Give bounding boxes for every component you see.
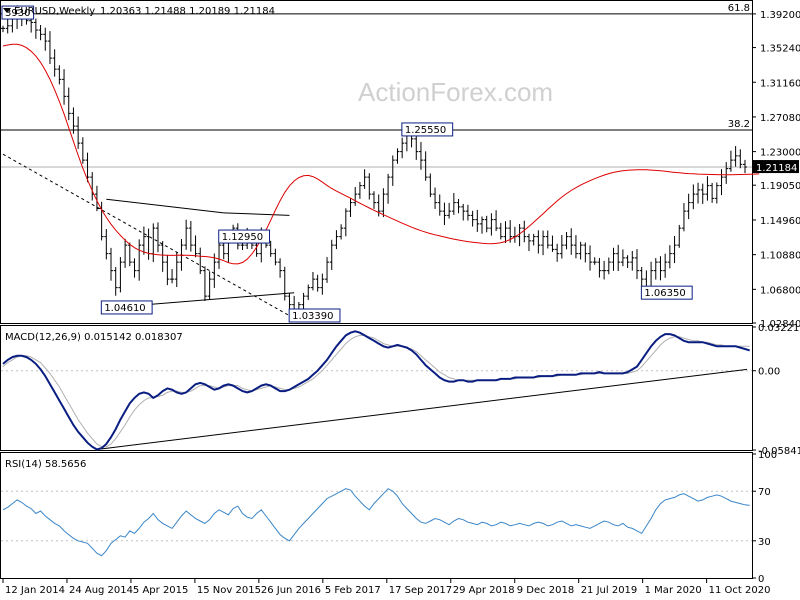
price-tick-label: 1.19050 (760, 181, 800, 192)
chart-header: EURUSD,Weekly 1.20363 1.21488 1.20189 1.… (3, 6, 275, 17)
x-tick-label: 9 Dec 2018 (517, 585, 575, 596)
price-label-box (640, 285, 693, 300)
macd-trendline (96, 368, 748, 450)
x-tick-label: 15 Nov 2015 (197, 585, 261, 596)
price-tick-label: 1.02840 (760, 319, 800, 330)
rsi-tick-label: 70 (758, 487, 771, 498)
price-tick-label: 1.35240 (760, 44, 800, 55)
macd-layer (1, 330, 752, 451)
price-label: 3930 (5, 8, 30, 19)
price-layer: 61.8 38.2 3930 1.04610 1.12950 1.03390 1.25550… (1, 3, 760, 323)
x-tick-label: 21 Jul 2019 (581, 585, 638, 596)
rsi-title: RSI(14) 58.5656 (5, 459, 86, 470)
price-tick-label: 1.14960 (760, 216, 800, 227)
trendline-0 (2, 153, 295, 319)
rsi-tick-label: 0 (758, 574, 764, 585)
x-tick-label: 17 Sep 2017 (389, 585, 452, 596)
price-tick-label: 1.06800 (760, 285, 800, 296)
x-tick-label: 26 Jun 2016 (261, 585, 321, 596)
fib-label-1: 38.2 (728, 119, 750, 130)
x-tick-label: 24 Aug 2014 (69, 585, 133, 596)
symbol-label: EURUSD,Weekly (14, 6, 95, 17)
macd-line (2, 330, 750, 451)
rsi-line (2, 488, 750, 557)
price-label-box (100, 300, 153, 315)
macd-title: MACD(12,26,9) 0.015142 0.018307 (5, 332, 183, 343)
x-tick-label: 12 Jan 2014 (5, 585, 65, 596)
rsi-tick-label: 30 (758, 537, 771, 548)
price-tick-label: 1.23000 (760, 148, 800, 159)
macd-panel (0, 325, 753, 451)
price-tick-label: 1.31160 (760, 78, 800, 89)
macd-tick-label: 0.032215 (758, 323, 800, 334)
dropdown-triangle-icon[interactable] (3, 8, 11, 13)
price-panel (0, 0, 753, 324)
price-label-box (401, 122, 454, 137)
x-tick-label: 11 Oct 2020 (709, 585, 771, 596)
price-tick-label: 1.10880 (760, 251, 800, 262)
price-label: 1.04610 (104, 303, 145, 314)
price-label: 1.12950 (222, 232, 263, 243)
price-label: 1.06350 (644, 288, 685, 299)
x-tick-label: 5 Feb 2017 (325, 585, 381, 596)
x-tick-label: 5 Apr 2015 (133, 585, 188, 596)
price-tick-label: 1.39200 (760, 10, 800, 21)
moving-average-line (2, 43, 760, 265)
x-tick-label: 29 Apr 2018 (453, 585, 515, 596)
price-tick-label: 1.27080 (760, 113, 800, 124)
current-price-box (753, 160, 799, 174)
trendline-3 (223, 212, 290, 216)
macd-tick-label: 0.00 (758, 367, 780, 378)
price-label-box (288, 308, 341, 323)
trendline-2 (106, 198, 224, 214)
current-price-label: 1.21184 (756, 163, 797, 174)
x-tick-label: 1 Mar 2020 (645, 585, 702, 596)
macd-tick-label: -0.058413 (758, 446, 800, 457)
rsi-panel (0, 452, 753, 579)
price-label: 1.25550 (405, 125, 446, 136)
watermark: ActionForex.com (358, 77, 553, 107)
price-label: 1.03390 (292, 311, 333, 322)
price-label-box (218, 229, 271, 244)
fib-label-0: 61.8 (728, 3, 750, 14)
rsi-layer (1, 488, 752, 557)
ohlc-label: 1.20363 1.21488 1.20189 1.21184 (100, 6, 275, 17)
rsi-tick-label: 100 (758, 450, 777, 461)
axis-layer: 1.39200 1.35240 1.31160 1.27080 1.23000 1.190… (2, 10, 800, 596)
